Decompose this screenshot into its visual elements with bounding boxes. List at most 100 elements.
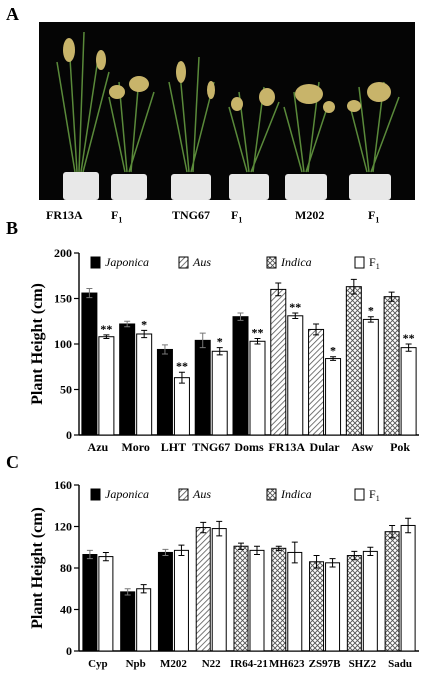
error-bar-f1 <box>367 546 374 557</box>
error-bar-parent <box>162 548 169 557</box>
x-tick-label: MH623 <box>269 658 305 670</box>
error-bar-parent <box>200 521 207 534</box>
error-bar-f1 <box>330 356 337 361</box>
bar-parent <box>194 339 211 436</box>
error-bar-parent <box>238 542 244 550</box>
error-bar-parent <box>86 549 93 560</box>
error-bar-parent <box>161 344 168 355</box>
photo-label-f1-b: F1 <box>231 208 243 225</box>
legend-swatch-f1 <box>354 256 365 269</box>
x-tick-label: Asw <box>351 440 373 454</box>
bar-f1 <box>136 333 153 436</box>
significance-mark: * <box>217 335 223 349</box>
x-tick-label: SHZ2 <box>349 658 377 670</box>
error-bar-f1 <box>102 551 109 562</box>
bar-f1 <box>325 562 341 652</box>
legend-label-f1: F1 <box>369 255 380 271</box>
legend-label-aus: Aus <box>192 255 211 269</box>
bar-parent <box>346 555 362 652</box>
error-bar-parent <box>275 282 282 297</box>
x-tick-label: Cyp <box>88 658 108 670</box>
panel-letter-b: B <box>6 218 19 238</box>
bar-parent <box>233 545 249 652</box>
bar-f1 <box>400 524 416 652</box>
x-tick-label: Moro <box>121 440 149 454</box>
legend-label-f1: F1 <box>369 487 380 503</box>
error-bar-parent <box>351 550 358 561</box>
legend-swatch-japonica <box>90 256 101 269</box>
error-bar-f1 <box>216 520 223 537</box>
bar-f1 <box>287 315 304 436</box>
x-tick-label: Doms <box>234 440 264 454</box>
error-bar-parent <box>350 278 357 295</box>
error-bar-parent <box>313 323 320 336</box>
bar-parent <box>157 551 173 652</box>
legend-swatch-f1 <box>354 488 365 501</box>
photo-label-fr13a: FR13A <box>46 208 83 222</box>
error-bar-f1 <box>291 541 298 564</box>
bar-parent <box>383 296 400 436</box>
bar-parent <box>345 286 362 436</box>
panel-letter-c: C <box>6 452 19 472</box>
y-tick-label: 100 <box>54 337 72 351</box>
bar-parent <box>308 328 325 436</box>
legend-label-japonica: Japonica <box>105 487 149 501</box>
photo-label-tng67: TNG67 <box>172 208 211 222</box>
legend-swatch-aus <box>178 256 189 269</box>
significance-mark: ** <box>403 331 415 345</box>
error-bar-f1 <box>216 347 223 356</box>
legend-swatch-indica <box>266 256 277 269</box>
bar-f1 <box>287 551 303 652</box>
y-tick-label: 40 <box>60 603 72 617</box>
x-tick-label: TNG67 <box>192 440 230 454</box>
y-tick-label: 80 <box>60 561 72 575</box>
x-tick-label: IR64-21 <box>230 658 268 670</box>
bar-parent <box>195 527 211 652</box>
plant-photograph <box>39 22 415 200</box>
legend-label-aus: Aus <box>192 487 211 501</box>
error-bar-f1 <box>254 338 261 345</box>
error-bar-f1 <box>178 371 185 384</box>
bar-f1 <box>400 347 417 436</box>
x-tick-label: FR13A <box>268 440 305 454</box>
y-tick-label: 120 <box>54 520 72 534</box>
bar-parent <box>270 288 287 436</box>
significance-mark: * <box>368 304 374 318</box>
y-tick-label: 150 <box>54 292 72 306</box>
bar-f1 <box>362 318 379 436</box>
bar-f1 <box>249 549 265 652</box>
error-bar-f1 <box>141 329 148 339</box>
x-tick-label: Dular <box>310 440 341 454</box>
bar-f1 <box>249 340 266 436</box>
error-bar-parent <box>389 524 396 539</box>
error-bar-f1 <box>103 334 110 340</box>
bar-parent <box>384 531 400 652</box>
y-axis-label: Plant Height (cm) <box>29 507 46 629</box>
x-tick-label: M202 <box>160 658 187 670</box>
photo-label-m202: M202 <box>295 208 325 222</box>
legend-label-indica: Indica <box>280 255 312 269</box>
legend-swatch-japonica <box>90 488 101 501</box>
significance-mark: ** <box>289 300 301 314</box>
significance-mark: ** <box>252 326 264 340</box>
significance-mark: * <box>141 317 147 331</box>
error-bar-parent <box>124 588 131 596</box>
error-bar-parent <box>313 555 320 569</box>
legend-swatch-indica <box>266 488 277 501</box>
error-bar-f1 <box>367 316 374 323</box>
error-bar-parent <box>237 312 244 321</box>
x-tick-label: LHT <box>161 440 186 454</box>
significance-mark: ** <box>176 359 188 373</box>
bar-parent <box>119 323 136 436</box>
error-bar-f1 <box>292 312 299 320</box>
bar-parent <box>232 316 249 436</box>
error-bar-f1 <box>178 544 185 557</box>
error-bar-parent <box>86 287 93 299</box>
error-bar-f1 <box>140 584 147 594</box>
bar-f1 <box>173 377 190 436</box>
chart-c: 0 40 80 120 160 Plant Height (cm) Cyp Npb M202 N2… <box>29 478 419 670</box>
y-tick-label: 200 <box>54 246 72 260</box>
x-tick-label: Azu <box>88 440 109 454</box>
bar-parent <box>156 348 173 436</box>
y-tick-label: 160 <box>54 478 72 492</box>
